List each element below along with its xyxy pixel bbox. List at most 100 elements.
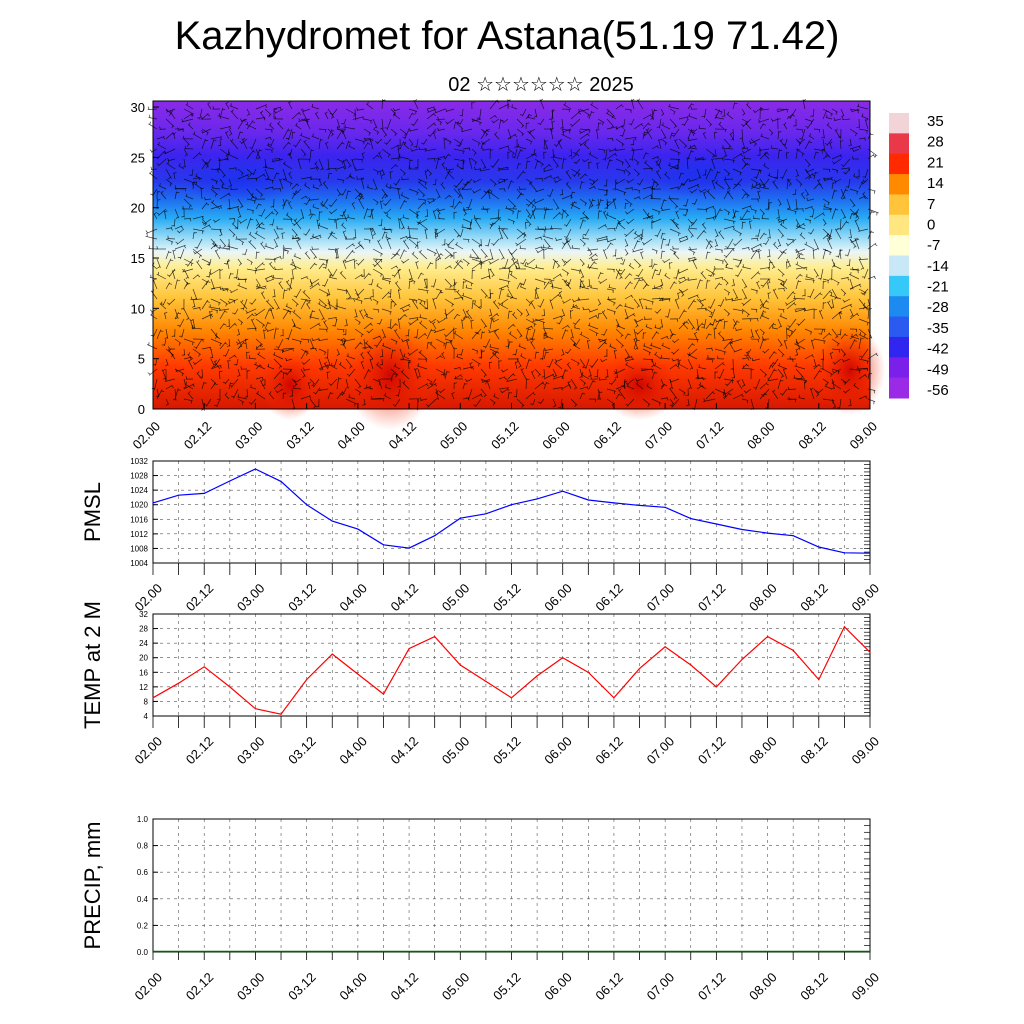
wind-barb-flag xyxy=(354,315,358,318)
wind-barb xyxy=(696,368,699,379)
wind-barb xyxy=(633,318,639,327)
wind-barb xyxy=(354,188,364,198)
wind-barb-flag xyxy=(837,228,841,230)
wind-barb xyxy=(311,135,320,140)
wind-barb xyxy=(305,119,311,130)
wind-barb xyxy=(516,118,525,127)
wind-barb xyxy=(705,168,712,180)
wind-barb xyxy=(742,148,752,154)
wind-barb xyxy=(290,263,302,270)
wind-barb xyxy=(779,224,788,230)
wind-barb xyxy=(194,248,203,255)
wind-barb xyxy=(408,278,416,282)
wind-barb-flag xyxy=(826,382,829,386)
wind-barb xyxy=(660,237,664,250)
wind-barb xyxy=(498,228,504,240)
wind-barb xyxy=(434,228,437,240)
wind-barb xyxy=(408,298,418,301)
wind-barb xyxy=(565,238,572,250)
wind-barb xyxy=(597,312,600,320)
wind-barb-flag xyxy=(548,118,553,120)
wind-barb-flag xyxy=(471,366,475,370)
wind-barb-flag xyxy=(593,186,597,190)
wind-barb xyxy=(250,398,257,405)
wind-barb xyxy=(664,173,671,180)
wind-barb-flag xyxy=(510,296,513,300)
wind-barb xyxy=(804,278,815,281)
wind-barb-flag xyxy=(467,181,471,184)
wind-barb-flag xyxy=(613,370,617,374)
wind-barb xyxy=(314,113,320,120)
wind-barb xyxy=(705,347,713,350)
wind-barb xyxy=(498,376,506,380)
wind-barb-flag xyxy=(651,369,654,373)
wind-barb xyxy=(696,322,703,330)
wind-barb-flag xyxy=(804,307,807,311)
wind-barb xyxy=(461,319,464,330)
wind-barb-flag xyxy=(288,171,292,175)
wind-barb-flag xyxy=(353,113,355,117)
wind-barb-flag xyxy=(673,396,677,400)
wind-barb-flag xyxy=(270,307,274,310)
wind-barb-flag xyxy=(709,241,713,243)
wind-barb-flag xyxy=(163,151,167,155)
wind-barb-flag xyxy=(583,382,586,386)
wind-barb xyxy=(413,118,419,127)
wind-barb xyxy=(598,378,608,381)
wind-barb-flag xyxy=(614,376,618,379)
wind-barb xyxy=(381,193,386,200)
wind-barb xyxy=(462,218,473,224)
wind-barb xyxy=(209,310,212,320)
wind-barb xyxy=(741,278,748,288)
wind-barb xyxy=(469,218,473,231)
colorbar-swatch xyxy=(889,194,909,216)
wind-barb-flag xyxy=(198,177,201,181)
wind-barb-flag xyxy=(246,351,250,354)
wind-barb-flag xyxy=(266,299,270,303)
wind-barb xyxy=(577,298,590,301)
wind-barb-flag xyxy=(306,352,308,356)
wind-barb xyxy=(201,299,208,310)
wind-barb-flag xyxy=(241,401,244,405)
wind-barb-flag xyxy=(305,251,308,254)
wind-barb xyxy=(282,128,290,140)
wind-barb xyxy=(705,251,708,260)
wind-barb-flag xyxy=(204,223,207,227)
wind-barb xyxy=(723,168,731,175)
wind-barb-flag xyxy=(205,163,209,165)
wind-barb xyxy=(849,368,861,371)
wind-barb-flag xyxy=(588,129,590,133)
wind-barb-flag xyxy=(811,173,815,177)
wind-barb xyxy=(831,207,837,220)
wind-barb xyxy=(345,318,348,326)
wind-barb xyxy=(840,188,847,200)
wind-barb xyxy=(462,238,470,241)
wind-barb xyxy=(378,378,383,390)
wind-barb xyxy=(381,218,383,227)
wind-barb-flag xyxy=(711,158,715,161)
colorbar-label: -42 xyxy=(927,341,949,358)
wind-barb-flag xyxy=(582,210,586,214)
wind-barb-flag xyxy=(660,285,663,289)
wind-barb xyxy=(724,388,734,396)
wind-barb xyxy=(207,158,212,165)
wind-barb xyxy=(787,388,797,390)
wind-barb-flag xyxy=(453,211,457,214)
wind-barb xyxy=(345,190,349,200)
wind-barb-flag xyxy=(755,309,758,313)
wind-barb-flag xyxy=(741,150,745,154)
wind-barb xyxy=(336,158,344,163)
wind-barb-flag xyxy=(655,351,657,355)
wind-barb xyxy=(246,177,258,180)
wind-barb-flag xyxy=(303,117,307,121)
wind-barb-flag xyxy=(225,130,229,134)
wind-barb-flag xyxy=(224,311,228,313)
wind-barb-flag xyxy=(228,184,232,188)
wind-barb xyxy=(687,378,692,389)
wind-barb xyxy=(714,148,717,158)
wind-barb xyxy=(462,278,474,285)
wind-barb-flag xyxy=(492,350,495,354)
wind-barb xyxy=(399,249,405,260)
wind-barb-flag xyxy=(292,348,294,352)
wind-barb xyxy=(615,257,623,260)
